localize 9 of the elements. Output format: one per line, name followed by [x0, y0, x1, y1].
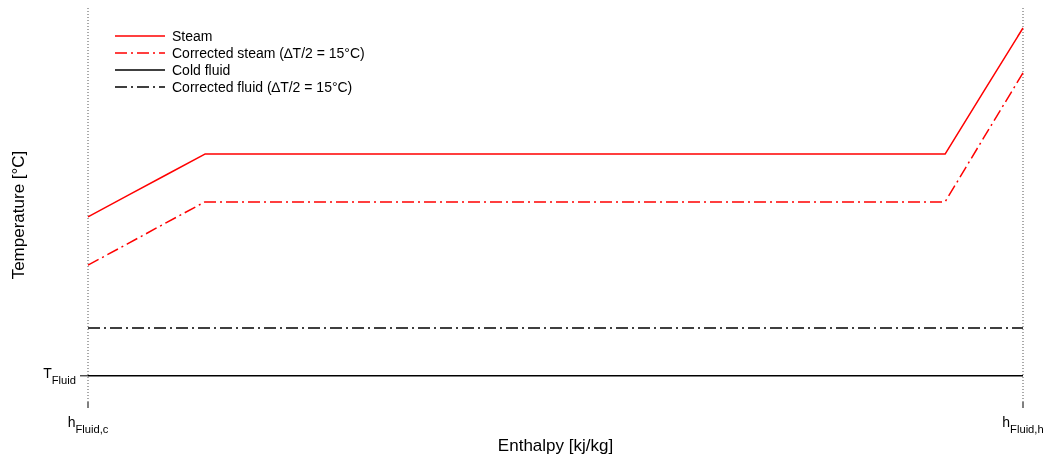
- annotation: T$_{Fluid}$: [43, 364, 76, 386]
- legend-label: Corrected steam (∆T/2 = 15°C): [172, 45, 365, 61]
- legend-label: Steam: [172, 28, 213, 44]
- x-axis-title: Enthalpy [kj/kg]: [497, 436, 614, 455]
- x-tick-label: h$_{Fluid,c}$: [67, 414, 109, 435]
- legend-label: Cold fluid: [172, 62, 231, 78]
- y-axis-title: Temperature [°C]: [9, 150, 28, 280]
- x-tick-label: h$_{Fluid,h}$: [1002, 414, 1044, 435]
- legend-label: Corrected fluid (∆T/2 = 15°C): [172, 79, 353, 95]
